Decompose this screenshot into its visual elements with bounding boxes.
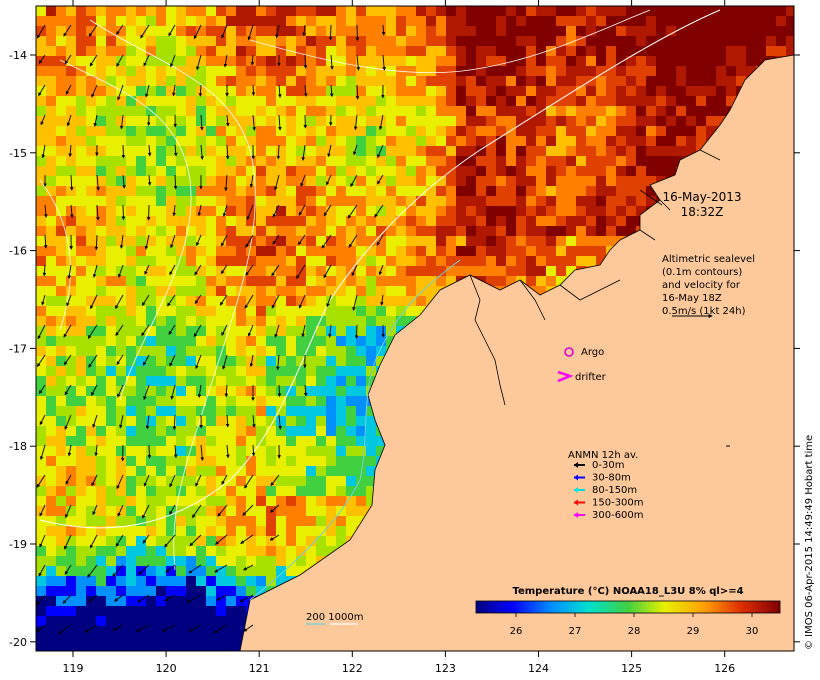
x-tick-label: 126 <box>714 662 735 675</box>
velocity-arrows <box>36 24 386 635</box>
date-pointer <box>639 189 663 206</box>
contour-200m <box>249 259 461 601</box>
drifter-symbol <box>557 370 574 383</box>
argo-symbol <box>564 347 574 357</box>
y-tick-label: -19 <box>9 538 27 551</box>
altimetry-line-1: Altimetric sealevel <box>662 254 755 265</box>
y-tick-label: -16 <box>9 245 27 258</box>
x-tick-label: 121 <box>249 662 270 675</box>
plot-frame <box>35 5 795 652</box>
anmn-item-label: 30-80m <box>592 473 631 484</box>
anmn-item-label: 300-600m <box>592 510 644 521</box>
altimetry-line-5: 0.5m/s (1kt 24h) <box>662 306 746 317</box>
contour-sealevel-3 <box>39 179 71 331</box>
anmn-item-label: 0-30m <box>592 460 624 471</box>
date-label: 16-May-2013 <box>662 190 741 204</box>
anmn-title: ANMN 12h av. <box>568 450 638 461</box>
altimetry-line-3: and velocity for <box>662 280 741 291</box>
contour-sealevel-2 <box>89 19 256 571</box>
argo-label: Argo <box>581 347 604 358</box>
y-tick-label: -18 <box>9 440 27 453</box>
y-axis: -14 -15 -16 -17 -18 -19 -20 <box>9 49 800 649</box>
y-tick-label: -20 <box>9 636 27 649</box>
credit-label: © IMOS 06-Apr-2015 14:49:49 Hobart time <box>804 435 815 650</box>
altimetry-line-2: (0.1m contours) <box>662 267 742 278</box>
contour-1000m <box>39 9 721 529</box>
x-tick-label: 119 <box>63 662 84 675</box>
colorbar-tick-label: 28 <box>628 626 641 637</box>
time-label: 18:32Z <box>681 205 724 219</box>
y-tick-label: -17 <box>9 342 27 355</box>
y-tick-label: -14 <box>9 49 27 62</box>
y-tick-label: -15 <box>9 147 27 160</box>
x-tick-label: 125 <box>621 662 642 675</box>
colorbar-tick-label: 30 <box>746 626 759 637</box>
x-tick-label: 123 <box>435 662 456 675</box>
x-tick-label: 124 <box>528 662 549 675</box>
contour-sealevel-4 <box>249 9 651 74</box>
colorbar-tick-label: 26 <box>510 626 523 637</box>
colorbar-ticks: 26 27 28 29 30 <box>510 613 759 637</box>
colorbar-tick-label: 29 <box>687 626 700 637</box>
contour-legend: 200 1000m <box>306 612 363 623</box>
x-tick-label: 120 <box>156 662 177 675</box>
drifter-label: drifter <box>575 372 607 383</box>
colorbar <box>475 600 781 614</box>
contour-sealevel-1 <box>59 59 192 401</box>
x-tick-label: 122 <box>342 662 363 675</box>
altimetry-legend: Altimetric sealevel (0.1m contours) and … <box>662 254 755 318</box>
x-axis: 119 120 121 122 123 124 125 126 <box>63 0 735 675</box>
anmn-item-label: 80-150m <box>592 485 637 496</box>
kimberley-coast <box>469 149 721 406</box>
anmn-item-label: 150-300m <box>592 498 644 509</box>
altimetry-line-4: 16-May 18Z <box>662 293 722 304</box>
colorbar-tick-label: 27 <box>569 626 582 637</box>
colorbar-title: Temperature (°C) NOAA18_L3U 8% ql>=4 <box>512 586 743 597</box>
